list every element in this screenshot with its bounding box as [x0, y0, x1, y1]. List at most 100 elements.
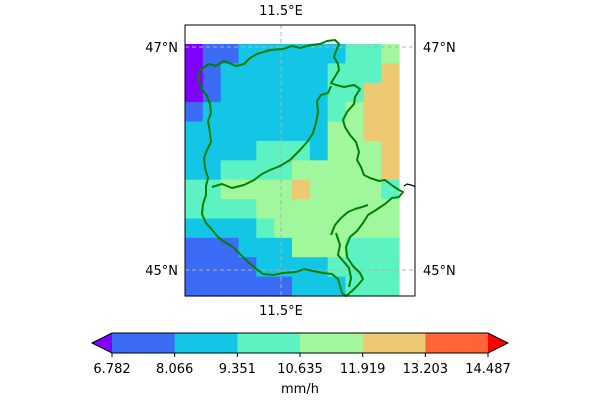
- precip-cell: [238, 82, 257, 103]
- precip-cell: [256, 140, 275, 161]
- precip-cell: [345, 140, 364, 161]
- precip-cell: [327, 237, 347, 258]
- colorbar-label: mm/h: [281, 382, 319, 397]
- precip-cell: [256, 179, 275, 200]
- precip-cell: [309, 218, 329, 239]
- precip-cell: [185, 276, 204, 297]
- precip-cell: [381, 82, 400, 103]
- precip-cell: [309, 276, 329, 297]
- precip-cell: [363, 179, 382, 200]
- precip-cell: [363, 63, 382, 84]
- colorbar: 6.782 8.066 9.351 10.635 11.919 13.203 14.487 …: [90, 332, 511, 397]
- region-border-inner: [211, 85, 332, 189]
- precip-cell: [238, 102, 257, 123]
- precip-cell: [256, 276, 275, 297]
- precip-cell: [381, 218, 400, 239]
- precip-cell: [381, 44, 400, 64]
- precip-cell: [381, 121, 400, 142]
- precip-cell: [292, 179, 311, 200]
- precip-cell: [327, 44, 347, 64]
- precip-cell: [202, 140, 222, 161]
- precip-cell: [238, 218, 257, 239]
- precip-cell: [381, 179, 400, 200]
- precip-cell: [274, 237, 293, 258]
- precip-cell: [327, 199, 347, 220]
- precip-cell: [327, 257, 347, 278]
- precip-cell: [256, 121, 275, 142]
- precip-cell: [256, 218, 275, 239]
- right-latitude-label-45n: 45°N: [423, 264, 456, 279]
- precip-cell: [274, 276, 293, 297]
- precip-cell: [292, 82, 311, 103]
- precip-cell: [238, 276, 257, 297]
- precip-cell: [220, 276, 240, 297]
- precip-cell: [185, 121, 204, 142]
- precip-cell: [292, 44, 311, 64]
- precip-cell: [238, 237, 257, 258]
- precip-cell: [185, 44, 204, 64]
- precip-cell: [274, 63, 293, 84]
- precip-cell: [220, 179, 240, 200]
- precip-cell: [309, 82, 329, 103]
- precip-cell: [202, 276, 222, 297]
- precip-cell: [220, 257, 240, 278]
- precip-cell: [185, 257, 204, 278]
- precip-cell: [363, 276, 382, 297]
- precip-cell: [292, 140, 311, 161]
- precip-cell: [363, 44, 382, 64]
- precip-cell: [363, 82, 382, 103]
- precip-cell: [345, 237, 364, 258]
- precip-cell: [238, 63, 257, 84]
- precip-cell: [185, 179, 204, 200]
- colorbar-tick-label: 9.351: [219, 362, 256, 377]
- colorbar-segments: [112, 333, 489, 353]
- precip-cell: [256, 237, 275, 258]
- colorbar-under-arrow: [92, 333, 112, 353]
- precip-cell: [220, 160, 240, 181]
- precip-cell: [292, 160, 311, 181]
- precip-cell: [292, 218, 311, 239]
- precip-cell: [309, 179, 329, 200]
- precip-cell: [256, 82, 275, 103]
- precip-cell: [256, 102, 275, 123]
- precip-cell: [292, 63, 311, 84]
- map-frame: [184, 24, 416, 297]
- precip-cell: [309, 63, 329, 84]
- precip-cell: [363, 257, 382, 278]
- left-latitude-label-45n: 45°N: [145, 264, 178, 279]
- left-latitude-label-47n: 47°N: [145, 41, 178, 56]
- precip-cell: [309, 140, 329, 161]
- precip-cell: [292, 102, 311, 123]
- precip-cell: [309, 44, 329, 64]
- precip-cell: [363, 160, 382, 181]
- precip-cell: [220, 140, 240, 161]
- precip-cell: [345, 44, 364, 64]
- precip-cell: [220, 44, 240, 64]
- colorbar-segment: [300, 333, 364, 353]
- region-border: [197, 39, 404, 297]
- precip-cell: [185, 160, 204, 181]
- precip-cell: [274, 179, 293, 200]
- precip-cell: [202, 63, 222, 84]
- precip-cell: [274, 82, 293, 103]
- colorbar-segment: [112, 333, 176, 353]
- precip-cell: [238, 121, 257, 142]
- colorbar-tick-label: 11.919: [340, 362, 386, 377]
- colorbar-tick-label: 14.487: [465, 362, 511, 377]
- precip-cell: [292, 276, 311, 297]
- precip-cell: [292, 121, 311, 142]
- precip-cell: [202, 199, 222, 220]
- precip-cell: [238, 44, 257, 64]
- precip-cell: [238, 257, 257, 278]
- precip-cell: [185, 140, 204, 161]
- precip-cell: [363, 218, 382, 239]
- colorbar-tick-label: 6.782: [93, 362, 130, 377]
- precip-cell: [292, 199, 311, 220]
- precip-cell: [309, 237, 329, 258]
- colorbar-tick-label: 13.203: [403, 362, 449, 377]
- precip-cell: [202, 44, 222, 64]
- precip-cell: [381, 199, 400, 220]
- precip-cell: [220, 82, 240, 103]
- precip-cell: [381, 237, 400, 258]
